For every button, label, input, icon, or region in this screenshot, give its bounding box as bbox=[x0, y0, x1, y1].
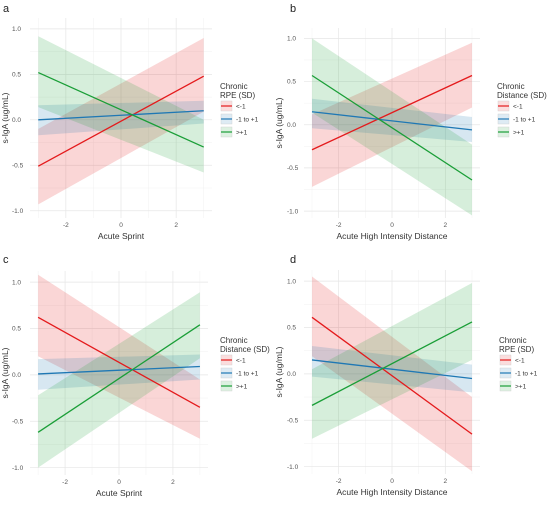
y-tick-label: -0.5 bbox=[287, 165, 299, 172]
x-tick-label: 0 bbox=[390, 222, 394, 229]
x-tick-label: 2 bbox=[171, 479, 175, 486]
legend-title: Chronic bbox=[497, 82, 525, 91]
series-line bbox=[311, 74, 473, 151]
x-tick-label: 0 bbox=[390, 478, 394, 485]
legend-title: RPE (SD) bbox=[499, 345, 534, 354]
ci-band bbox=[38, 36, 204, 173]
x-axis-title: Acute Sprint bbox=[98, 231, 145, 241]
panel-letter: d bbox=[290, 254, 296, 266]
y-tick-label: -0.5 bbox=[12, 418, 24, 425]
x-tick-label: 0 bbox=[119, 222, 123, 229]
x-tick-label: 2 bbox=[174, 222, 178, 229]
series-line bbox=[37, 316, 201, 408]
legend-label: >+1 bbox=[515, 384, 527, 391]
y-axis-title: s-IgA (ug/mL) bbox=[274, 97, 284, 148]
series-line bbox=[311, 74, 473, 181]
x-tick-label: 0 bbox=[117, 479, 121, 486]
legend-label: <-1 bbox=[236, 358, 246, 365]
panel-letter: a bbox=[3, 3, 10, 15]
y-tick-label: -1.0 bbox=[12, 208, 24, 215]
x-tick-label: -2 bbox=[63, 222, 69, 229]
x-tick-label: 2 bbox=[444, 222, 448, 229]
legend-label: <-1 bbox=[515, 358, 525, 365]
ci-band bbox=[312, 42, 472, 187]
series-line bbox=[37, 324, 201, 433]
y-tick-label: -0.5 bbox=[12, 162, 24, 169]
x-tick-label: -2 bbox=[336, 478, 342, 485]
legend-label: <-1 bbox=[236, 104, 246, 111]
y-tick-label: 0.0 bbox=[12, 117, 21, 124]
y-tick-label: 0.5 bbox=[287, 79, 296, 86]
ci-band bbox=[312, 38, 472, 216]
legend-title: Distance (SD) bbox=[220, 345, 270, 354]
ci-band bbox=[312, 283, 472, 439]
y-axis-title: s-IgA (ug/mL) bbox=[274, 346, 284, 397]
panel-b: b -1.0 -0.5 0.0 0.5 1.0 -2 0 2 Acute High Intensi… bbox=[274, 3, 547, 241]
y-tick-label: -1.0 bbox=[287, 208, 299, 215]
panel-letter: b bbox=[290, 3, 296, 15]
y-tick-label: 1.0 bbox=[287, 278, 296, 285]
panel-d: d -1.0 -0.5 0.0 0.5 1.0 -2 0 2 Acute High Intensi… bbox=[274, 254, 538, 497]
x-tick-label: -2 bbox=[62, 479, 68, 486]
y-tick-label: 1.0 bbox=[287, 36, 296, 43]
series-line bbox=[311, 359, 473, 380]
legend-label: -1 to +1 bbox=[513, 117, 536, 124]
legend-title: Chronic bbox=[220, 336, 248, 345]
legend-label: >+1 bbox=[236, 130, 248, 137]
legend-title: RPE (SD) bbox=[220, 91, 255, 100]
legend-label: >+1 bbox=[236, 384, 248, 391]
x-axis-title: Acute High Intensity Distance bbox=[336, 487, 447, 497]
y-tick-label: 1.0 bbox=[12, 26, 21, 33]
legend-title: Distance (SD) bbox=[497, 91, 547, 100]
legend-label: -1 to +1 bbox=[515, 371, 538, 378]
y-tick-label: -1.0 bbox=[287, 464, 299, 471]
series-line bbox=[311, 321, 473, 406]
y-tick-label: 1.0 bbox=[12, 279, 21, 286]
series-line bbox=[311, 316, 473, 435]
y-tick-label: -1.0 bbox=[12, 465, 24, 472]
ci-band bbox=[38, 100, 204, 136]
ci-band bbox=[38, 354, 200, 390]
y-tick-label: 0.0 bbox=[12, 372, 21, 379]
y-tick-label: 0.5 bbox=[12, 72, 21, 79]
panel-a: a -1.0 -0.5 0.0 0.5 1.0 -2 0 2 Acute Sprint s-IgA … bbox=[0, 3, 259, 241]
y-tick-label: 0.0 bbox=[287, 122, 296, 129]
panel-c: c -1.0 -0.5 0.0 0.5 1.0 -2 0 2 Acute Sprint s-IgA … bbox=[0, 254, 270, 498]
series-line bbox=[38, 110, 204, 121]
series-line bbox=[37, 75, 205, 167]
ci-band bbox=[38, 292, 200, 468]
y-tick-label: 0.5 bbox=[287, 325, 296, 332]
y-axis-title: s-IgA (ug/mL) bbox=[0, 92, 10, 143]
panel-letter: c bbox=[3, 254, 9, 266]
y-tick-label: -0.5 bbox=[287, 417, 299, 424]
y-axis-title: s-IgA (ug/mL) bbox=[0, 347, 10, 398]
series-line bbox=[38, 71, 204, 148]
x-tick-label: 2 bbox=[444, 478, 448, 485]
legend-title: Chronic bbox=[220, 82, 248, 91]
y-tick-label: 0.0 bbox=[287, 371, 296, 378]
series-line bbox=[311, 111, 473, 131]
series-line bbox=[38, 365, 200, 375]
legend-label: <-1 bbox=[513, 104, 523, 111]
legend-label: -1 to +1 bbox=[236, 117, 259, 124]
x-axis-title: Acute Sprint bbox=[96, 488, 143, 498]
x-axis-title: Acute High Intensity Distance bbox=[336, 231, 447, 241]
legend-title: Chronic bbox=[499, 336, 527, 345]
legend-label: >+1 bbox=[513, 130, 525, 137]
ci-band bbox=[312, 276, 472, 472]
ci-band bbox=[38, 274, 200, 439]
x-tick-label: -2 bbox=[336, 222, 342, 229]
legend-label: -1 to +1 bbox=[236, 371, 259, 378]
y-tick-label: 0.5 bbox=[12, 326, 21, 333]
